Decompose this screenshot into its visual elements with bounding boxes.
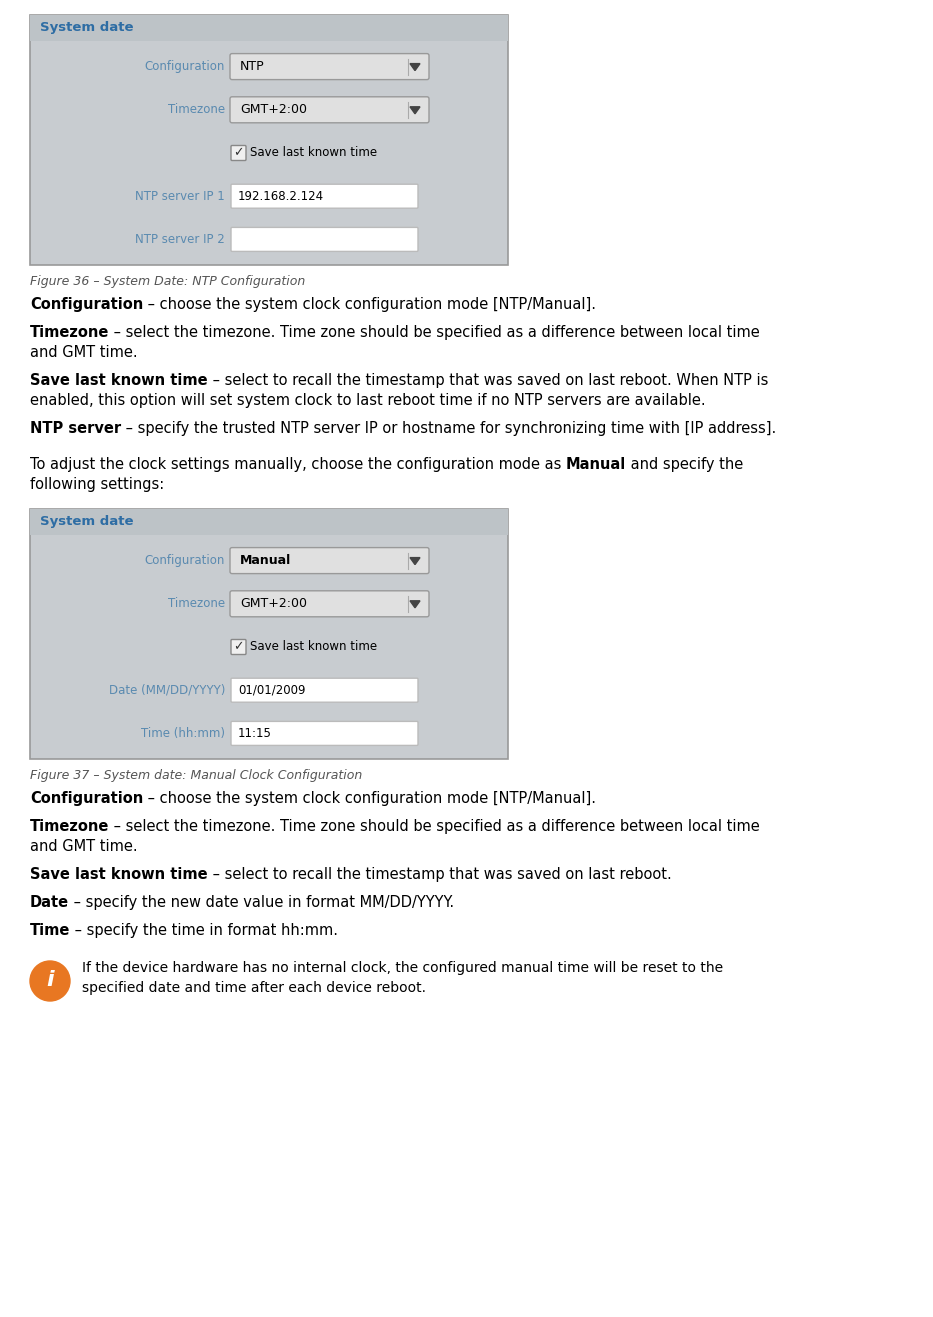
FancyBboxPatch shape — [230, 591, 429, 616]
Text: Timezone: Timezone — [30, 819, 109, 834]
Text: – choose the system clock configuration mode [NTP/Manual].: – choose the system clock configuration … — [144, 792, 596, 806]
Text: – specify the trusted NTP server IP or hostname for synchronizing time with [IP : – specify the trusted NTP server IP or h… — [121, 421, 776, 436]
Text: Save last known time: Save last known time — [250, 146, 377, 159]
Text: ✓: ✓ — [233, 640, 244, 653]
FancyBboxPatch shape — [230, 97, 429, 122]
Text: 192.168.2.124: 192.168.2.124 — [238, 190, 324, 203]
Text: – select the timezone. Time zone should be specified as a difference between loc: – select the timezone. Time zone should … — [109, 819, 760, 834]
Text: and GMT time.: and GMT time. — [30, 345, 138, 360]
Text: and GMT time.: and GMT time. — [30, 839, 138, 853]
Text: – select to recall the timestamp that was saved on last reboot. When NTP is: – select to recall the timestamp that wa… — [208, 373, 768, 389]
Text: Configuration: Configuration — [145, 554, 225, 568]
Text: – select the timezone. Time zone should be specified as a difference between loc: – select the timezone. Time zone should … — [109, 325, 760, 340]
Text: To adjust the clock settings manually, choose the configuration mode as: To adjust the clock settings manually, c… — [30, 457, 566, 471]
Text: Date (MM/DD/YYYY): Date (MM/DD/YYYY) — [108, 684, 225, 697]
Polygon shape — [410, 63, 420, 71]
Text: – specify the new date value in format MM/DD/YYYY.: – specify the new date value in format M… — [69, 896, 454, 910]
Bar — [30, 14, 508, 41]
Text: Time (hh:mm): Time (hh:mm) — [141, 727, 225, 740]
Text: Timezone: Timezone — [30, 325, 109, 340]
FancyBboxPatch shape — [230, 54, 429, 79]
Text: and specify the: and specify the — [626, 457, 744, 471]
Text: GMT+2:00: GMT+2:00 — [240, 598, 307, 610]
Text: ✓: ✓ — [233, 146, 244, 159]
Text: If the device hardware has no internal clock, the configured manual time will be: If the device hardware has no internal c… — [82, 961, 723, 975]
Text: NTP: NTP — [240, 61, 265, 74]
Polygon shape — [410, 601, 420, 608]
Text: – select to recall the timestamp that was saved on last reboot.: – select to recall the timestamp that wa… — [208, 867, 672, 882]
Polygon shape — [410, 107, 420, 113]
Text: – choose the system clock configuration mode [NTP/Manual].: – choose the system clock configuration … — [144, 298, 596, 312]
Text: Configuration: Configuration — [30, 792, 144, 806]
Text: NTP server: NTP server — [30, 421, 121, 436]
Text: Timezone: Timezone — [168, 103, 225, 116]
FancyBboxPatch shape — [231, 722, 418, 745]
Text: NTP server IP 2: NTP server IP 2 — [135, 233, 225, 246]
Text: Save last known time: Save last known time — [30, 867, 208, 882]
Text: i: i — [47, 971, 54, 990]
Bar — [30, 508, 508, 759]
Text: following settings:: following settings: — [30, 477, 164, 493]
Text: 01/01/2009: 01/01/2009 — [238, 684, 305, 697]
Text: Configuration: Configuration — [30, 298, 144, 312]
Text: Manual: Manual — [240, 554, 291, 568]
Text: specified date and time after each device reboot.: specified date and time after each devic… — [82, 981, 426, 996]
Text: – specify the time in format hh:mm.: – specify the time in format hh:mm. — [70, 923, 339, 938]
Text: Date: Date — [30, 896, 69, 910]
Text: enabled, this option will set system clock to last reboot time if no NTP servers: enabled, this option will set system clo… — [30, 392, 705, 408]
Text: Figure 36 – System Date: NTP Configuration: Figure 36 – System Date: NTP Configurati… — [30, 275, 305, 288]
FancyBboxPatch shape — [231, 678, 418, 702]
Text: Configuration: Configuration — [145, 61, 225, 74]
Text: Timezone: Timezone — [168, 598, 225, 610]
Text: Save last known time: Save last known time — [250, 640, 377, 653]
Text: System date: System date — [40, 515, 133, 528]
Text: 11:15: 11:15 — [238, 727, 272, 740]
Polygon shape — [410, 557, 420, 565]
Bar — [30, 508, 508, 535]
Text: Time: Time — [30, 923, 70, 938]
Text: NTP server IP 1: NTP server IP 1 — [135, 190, 225, 203]
FancyBboxPatch shape — [231, 184, 418, 208]
Text: Figure 37 – System date: Manual Clock Configuration: Figure 37 – System date: Manual Clock Co… — [30, 769, 362, 782]
Text: System date: System date — [40, 21, 133, 34]
Text: GMT+2:00: GMT+2:00 — [240, 103, 307, 116]
FancyBboxPatch shape — [230, 548, 429, 574]
FancyBboxPatch shape — [231, 228, 418, 252]
Text: Save last known time: Save last known time — [30, 373, 208, 389]
FancyBboxPatch shape — [231, 145, 246, 161]
Bar — [30, 14, 508, 265]
Circle shape — [30, 961, 70, 1001]
FancyBboxPatch shape — [231, 640, 246, 655]
Text: Manual: Manual — [566, 457, 626, 471]
